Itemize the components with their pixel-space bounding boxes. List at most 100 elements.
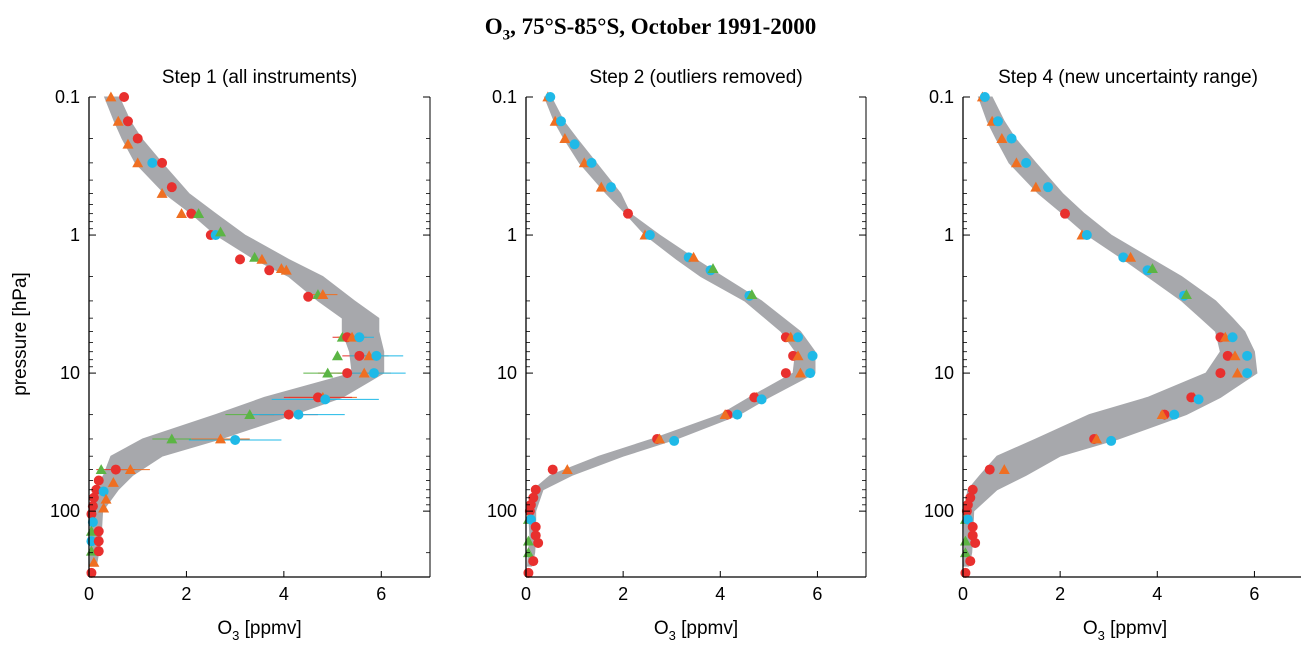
data-point-triangle <box>1229 350 1241 361</box>
y-tick-label: 1 <box>70 225 80 245</box>
title-rest: , 75°S-85°S, October 1991-2000 <box>510 14 817 39</box>
data-point-triangle <box>105 91 117 102</box>
data-point-circle <box>1081 230 1092 241</box>
data-point-circle <box>293 409 304 420</box>
data-point-circle <box>1227 332 1238 343</box>
data-point-circle <box>1021 157 1032 168</box>
y-tick-label: 10 <box>60 363 80 383</box>
data-point-circle <box>528 556 539 567</box>
y-tick-label: 100 <box>50 501 80 521</box>
y-axis-label: pressure [hPa] <box>10 272 31 396</box>
data-point-triangle <box>95 464 107 474</box>
data-point-circle <box>530 484 541 495</box>
data-point-circle <box>669 435 680 446</box>
data-point-circle <box>967 530 978 541</box>
data-point-circle <box>525 514 536 525</box>
data-point-triangle <box>1231 367 1243 378</box>
data-point-circle <box>732 409 743 420</box>
y-tick-label: 10 <box>497 363 517 383</box>
data-point-triangle <box>998 464 1010 474</box>
data-point-triangle <box>1125 251 1137 262</box>
data-point-circle <box>98 486 109 497</box>
panel-title: Step 2 (outliers removed) <box>589 67 802 88</box>
data-point-circle <box>1222 350 1233 361</box>
data-point-triangle <box>122 138 134 149</box>
data-point-circle <box>264 265 275 276</box>
x-tick-label: 4 <box>279 584 289 604</box>
data-point-circle <box>533 537 544 548</box>
data-point-triangle <box>124 464 136 474</box>
x-tick-label: 2 <box>181 584 191 604</box>
data-point-circle <box>93 475 104 486</box>
data-point-triangle <box>1180 289 1192 299</box>
data-point-circle <box>962 514 973 525</box>
data-point-circle <box>586 157 597 168</box>
data-point-triangle <box>561 464 573 474</box>
data-point-circle <box>545 92 556 102</box>
data-point-triangle <box>249 251 261 262</box>
panel-title: Step 1 (all instruments) <box>162 67 357 88</box>
x-tick-label: 0 <box>958 584 968 604</box>
data-point-triangle <box>746 289 758 299</box>
data-point-circle <box>1193 394 1204 405</box>
x-tick-label: 0 <box>521 584 531 604</box>
data-point-circle <box>320 394 331 405</box>
data-point-circle <box>555 116 566 127</box>
data-point-circle <box>1169 409 1180 420</box>
data-point-triangle <box>1091 433 1103 444</box>
data-point-circle <box>93 526 104 537</box>
data-point-circle <box>132 133 143 144</box>
x-tick-label: 0 <box>84 584 94 604</box>
data-point-triangle <box>996 133 1008 143</box>
data-point-circle <box>157 157 168 168</box>
data-point-circle <box>1006 133 1017 144</box>
chart-panel-3: 0 2 4 6 0.1 1 10 100 Step 4 (new uncertainty ran… <box>924 67 1301 643</box>
y-tick-label: 0.1 <box>55 87 80 107</box>
data-point-circle <box>1242 368 1253 379</box>
data-point-circle <box>965 556 976 567</box>
data-point-circle <box>235 254 246 265</box>
data-point-triangle <box>358 367 370 378</box>
data-point-triangle <box>707 263 719 273</box>
data-point-circle <box>1242 350 1253 361</box>
x-tick-label: 2 <box>1055 584 1065 604</box>
data-point-circle <box>371 350 382 361</box>
x-tick-label: 4 <box>1152 584 1162 604</box>
data-point-circle <box>967 484 978 495</box>
data-point-triangle <box>132 157 144 168</box>
data-point-triangle <box>98 502 110 513</box>
x-tick-label: 4 <box>715 584 725 604</box>
x-tick-label: 6 <box>376 584 386 604</box>
data-point-triangle <box>107 476 119 487</box>
data-point-circle <box>88 492 99 503</box>
data-point-circle <box>87 501 98 512</box>
data-point-circle <box>984 464 995 475</box>
y-tick-label: 1 <box>507 225 517 245</box>
x-tick-label: 6 <box>1249 584 1259 604</box>
data-point-circle <box>342 368 353 379</box>
chart-panel-2: 0 2 4 6 0.1 1 10 100 Step 2 (outliers removed) O3… <box>487 67 867 643</box>
y-tick-label: 0.1 <box>492 87 517 107</box>
data-point-circle <box>623 208 633 219</box>
data-point-circle <box>147 157 158 168</box>
data-point-triangle <box>719 409 731 420</box>
data-point-circle <box>967 521 978 532</box>
data-point-triangle <box>166 433 178 444</box>
data-point-circle <box>1043 182 1053 193</box>
data-point-circle <box>1118 252 1129 263</box>
data-point-circle <box>119 92 130 102</box>
data-point-triangle <box>244 409 256 420</box>
uncertainty-envelope <box>526 96 816 567</box>
data-point-triangle <box>1010 157 1022 168</box>
uncertainty-envelope <box>963 96 1258 567</box>
data-point-triangle <box>654 433 666 444</box>
figure-title: O3, 75°S-85°S, October 1991-2000 <box>0 14 1301 45</box>
data-point-circle <box>644 230 655 241</box>
data-point-circle <box>530 521 541 532</box>
data-point-triangle <box>215 226 227 237</box>
data-point-triangle <box>112 115 124 126</box>
data-point-circle <box>186 208 197 219</box>
data-point-circle <box>530 530 541 541</box>
data-point-triangle <box>559 133 571 143</box>
data-point-triangle <box>322 367 334 378</box>
